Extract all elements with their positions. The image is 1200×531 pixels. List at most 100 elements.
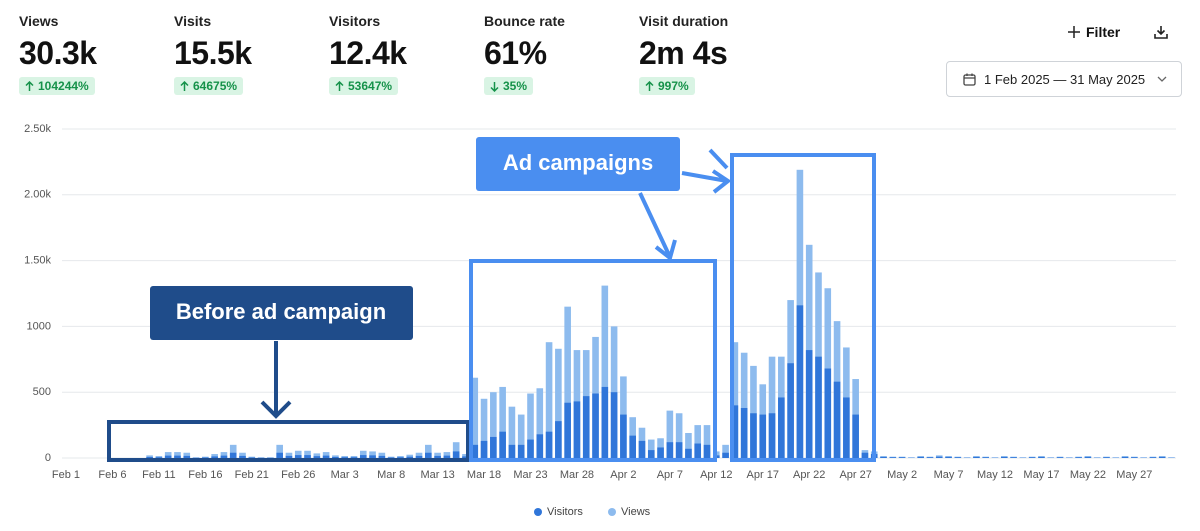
bar — [694, 425, 702, 458]
metric-change: 53647% — [329, 77, 399, 95]
bar — [471, 377, 479, 458]
bar — [211, 456, 218, 458]
bar — [415, 452, 423, 458]
annotation-arrow — [681, 169, 732, 194]
change-arrow — [180, 80, 189, 91]
grid: 0 500 1000 1.50k 2.00k 2.50k Feb 1 Feb 6 Feb 11 F… — [24, 123, 1176, 481]
bar — [229, 452, 237, 458]
bar — [898, 457, 906, 458]
change-arrow — [645, 80, 654, 91]
annotation-arrow — [708, 148, 729, 170]
x-tick-label: Apr 7 — [657, 469, 683, 481]
x-tick-label: Mar 28 — [560, 469, 594, 481]
legend-swatch — [608, 508, 616, 516]
metric-change: 997% — [639, 77, 695, 95]
bar — [805, 350, 813, 458]
bar — [248, 456, 256, 458]
bar — [861, 452, 869, 458]
bar — [685, 448, 692, 458]
bar — [750, 365, 757, 458]
bar — [852, 414, 859, 458]
bar — [276, 452, 283, 458]
bar — [1103, 457, 1110, 458]
metric-value: 61% — [484, 35, 547, 71]
bar — [183, 452, 191, 458]
bar — [322, 452, 330, 458]
y-tick-label: 1000 — [27, 320, 51, 332]
y-tick-label: 1.50k — [24, 255, 51, 267]
bar — [294, 455, 302, 458]
metric-value: 15.5k — [174, 35, 252, 71]
plus-icon — [1068, 26, 1080, 38]
bar — [220, 452, 228, 458]
date-range-picker[interactable]: 1 Feb 2025 — 31 May 2025 — [946, 61, 1182, 97]
bar — [536, 388, 544, 458]
bar — [796, 305, 804, 458]
bar — [564, 306, 571, 458]
metric: Bounce rate 61% 35% — [484, 13, 565, 97]
bar — [434, 452, 441, 458]
bar — [1000, 456, 1008, 458]
x-tick-label: Mar 3 — [331, 469, 359, 481]
x-tick-label: Apr 27 — [839, 469, 871, 481]
x-tick-label: May 22 — [1070, 469, 1106, 481]
bar — [1149, 457, 1157, 458]
bar — [945, 456, 952, 458]
bar — [164, 452, 172, 458]
bar — [703, 444, 711, 458]
bar — [452, 442, 460, 458]
bar — [443, 455, 451, 458]
bar — [601, 285, 609, 458]
bar — [257, 457, 265, 458]
bar — [620, 414, 627, 458]
bar — [332, 455, 339, 458]
bars — [146, 169, 1175, 458]
bar — [341, 457, 348, 458]
bar — [926, 457, 934, 458]
annotation-label: Before ad campaign — [176, 299, 386, 324]
bar — [202, 457, 209, 458]
bar — [1093, 457, 1101, 458]
bar — [378, 455, 386, 458]
bar — [211, 454, 218, 458]
x-tick-label: Mar 8 — [377, 469, 405, 481]
bar — [313, 453, 321, 458]
bar — [480, 398, 488, 458]
metric-label: Views — [19, 13, 59, 29]
annotation-label-box — [150, 286, 413, 340]
bar — [759, 414, 767, 458]
arrow-shape — [25, 80, 34, 91]
bar — [1168, 457, 1175, 458]
bar — [499, 386, 506, 458]
bar — [350, 456, 358, 458]
bar — [908, 457, 915, 458]
change-arrow — [25, 80, 34, 91]
y-tick-label: 2.50k — [24, 123, 51, 135]
bar — [294, 450, 302, 458]
x-tick-label: Mar 13 — [420, 469, 454, 481]
metric-value: 12.4k — [329, 35, 407, 71]
metric: Visit duration 2m 4s 997% — [639, 13, 728, 97]
x-tick-label: Feb 26 — [281, 469, 315, 481]
metric-change: 35% — [484, 77, 534, 95]
bar — [1158, 456, 1166, 458]
x-tick-label: May 2 — [887, 469, 917, 481]
download-button[interactable] — [1154, 25, 1168, 39]
bar — [610, 392, 618, 458]
legend-label: Views — [621, 506, 651, 518]
bar — [341, 456, 348, 458]
bar — [731, 405, 739, 458]
bar — [666, 410, 674, 458]
bar — [1047, 457, 1055, 458]
bar — [1019, 457, 1027, 458]
bar — [220, 455, 228, 458]
bar — [536, 434, 544, 458]
bar — [425, 444, 432, 458]
bar — [582, 396, 590, 458]
bar — [155, 456, 163, 458]
bar — [174, 452, 181, 458]
x-tick-label: Apr 2 — [610, 469, 636, 481]
bar — [1038, 456, 1045, 458]
x-tick-label: Feb 1 — [52, 469, 80, 481]
filter-button[interactable]: Filter — [1068, 24, 1120, 40]
